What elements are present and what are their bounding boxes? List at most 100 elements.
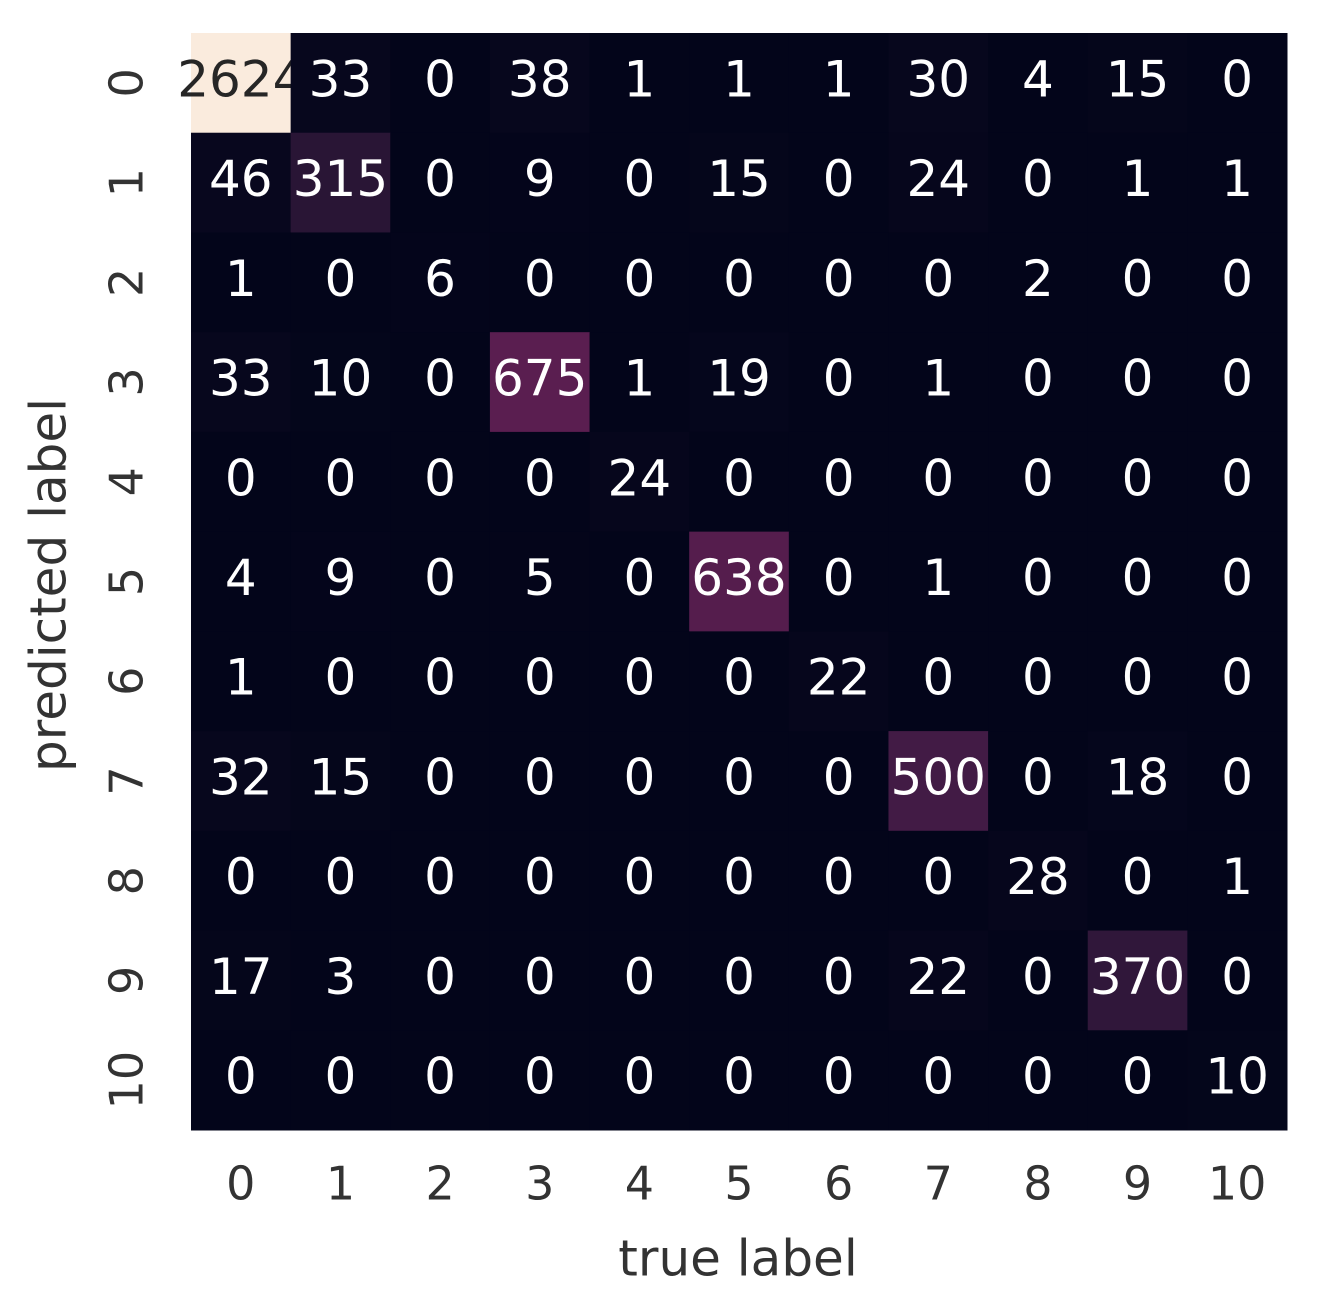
cell-label: 0 xyxy=(1122,1048,1154,1106)
cell xyxy=(1187,731,1288,832)
cell-label: 0 xyxy=(623,649,655,707)
cell-label: 0 xyxy=(922,1048,954,1106)
cell xyxy=(888,830,989,932)
cell-label: 1 xyxy=(823,50,855,108)
cell xyxy=(390,1030,491,1131)
cell-label: 1 xyxy=(225,649,257,707)
cell-label: 0 xyxy=(922,250,954,308)
cell xyxy=(589,132,690,233)
cell-label: 0 xyxy=(1122,549,1154,607)
cell xyxy=(1187,930,1288,1031)
cell xyxy=(1187,1030,1288,1131)
cell xyxy=(489,731,591,832)
cell-label: 24 xyxy=(906,150,970,208)
cell xyxy=(689,631,790,732)
cell-label: 9 xyxy=(524,150,556,208)
cell-label: 0 xyxy=(723,1048,755,1106)
cell xyxy=(689,33,790,134)
y-tick-label: 6 xyxy=(100,667,154,696)
x-tick-label: 9 xyxy=(1123,1157,1152,1211)
cell-label: 17 xyxy=(209,948,273,1006)
cell xyxy=(489,33,591,134)
cell-label: 0 xyxy=(623,748,655,806)
cell-label: 0 xyxy=(1022,549,1054,607)
y-tick-label: 1 xyxy=(100,168,154,197)
cell-label: 0 xyxy=(922,649,954,707)
cell xyxy=(689,731,790,832)
cell xyxy=(290,631,391,732)
cell xyxy=(689,531,790,632)
cell-label: 370 xyxy=(1090,948,1185,1006)
cell-label: 0 xyxy=(225,848,257,906)
cell xyxy=(988,531,1089,632)
cell xyxy=(390,731,491,832)
cell-label: 0 xyxy=(1022,948,1054,1006)
cell-label: 33 xyxy=(309,50,373,108)
cell-label: 0 xyxy=(823,1048,855,1106)
cell-label: 0 xyxy=(1221,549,1253,607)
cell xyxy=(888,930,989,1031)
cell xyxy=(689,332,790,433)
cell-label: 2 xyxy=(1022,250,1054,308)
cell-label: 0 xyxy=(1122,848,1154,906)
cell xyxy=(589,1030,690,1131)
x-tick-label: 2 xyxy=(425,1157,454,1211)
cell-label: 0 xyxy=(823,250,855,308)
cell xyxy=(988,830,1089,932)
cell-label: 0 xyxy=(1221,948,1253,1006)
cell xyxy=(1087,33,1188,134)
cell-label: 32 xyxy=(209,748,273,806)
cell-label: 0 xyxy=(424,748,456,806)
cell-label: 0 xyxy=(823,748,855,806)
cell xyxy=(988,1030,1089,1131)
cell xyxy=(390,332,491,433)
cell xyxy=(191,731,292,832)
cell-label: 38 xyxy=(508,50,572,108)
cell xyxy=(788,33,889,134)
cell-label: 0 xyxy=(922,449,954,507)
cell xyxy=(788,1030,889,1131)
cell-label: 24 xyxy=(608,449,672,507)
cell xyxy=(290,830,391,932)
y-axis-label: predicted label xyxy=(20,398,78,772)
cell xyxy=(689,232,790,333)
cell xyxy=(589,830,690,932)
cell-label: 0 xyxy=(424,848,456,906)
cell-label: 0 xyxy=(1122,250,1154,308)
cell xyxy=(290,531,391,632)
cell xyxy=(290,930,391,1031)
cell-label: 0 xyxy=(225,1048,257,1106)
y-tick-label: 8 xyxy=(100,866,154,895)
cell xyxy=(988,631,1089,732)
cell-label: 675 xyxy=(492,350,587,408)
cell-label: 0 xyxy=(424,1048,456,1106)
cell-label: 0 xyxy=(823,549,855,607)
cell xyxy=(888,33,989,134)
cell-label: 1 xyxy=(623,350,655,408)
cell-label: 0 xyxy=(424,350,456,408)
cell-label: 10 xyxy=(309,350,373,408)
cell-label: 0 xyxy=(922,848,954,906)
cell xyxy=(788,531,889,632)
cell-label: 0 xyxy=(424,549,456,607)
cell-label: 33 xyxy=(209,350,273,408)
cell-label: 0 xyxy=(424,50,456,108)
cell-label: 18 xyxy=(1106,748,1170,806)
cell-label: 315 xyxy=(293,150,388,208)
cell xyxy=(888,332,989,433)
cell-label: 0 xyxy=(524,948,556,1006)
cell xyxy=(988,232,1089,333)
cell-label: 15 xyxy=(707,150,771,208)
cell-label: 1 xyxy=(225,250,257,308)
cell xyxy=(988,332,1089,433)
cell-label: 0 xyxy=(1221,350,1253,408)
cell xyxy=(390,830,491,932)
cell xyxy=(988,132,1089,233)
cell xyxy=(489,232,591,333)
y-tick-label: 5 xyxy=(100,567,154,596)
cell xyxy=(191,930,292,1031)
cell xyxy=(888,431,989,533)
cell xyxy=(1187,830,1288,932)
cell xyxy=(988,33,1089,134)
cell-label: 5 xyxy=(524,549,556,607)
